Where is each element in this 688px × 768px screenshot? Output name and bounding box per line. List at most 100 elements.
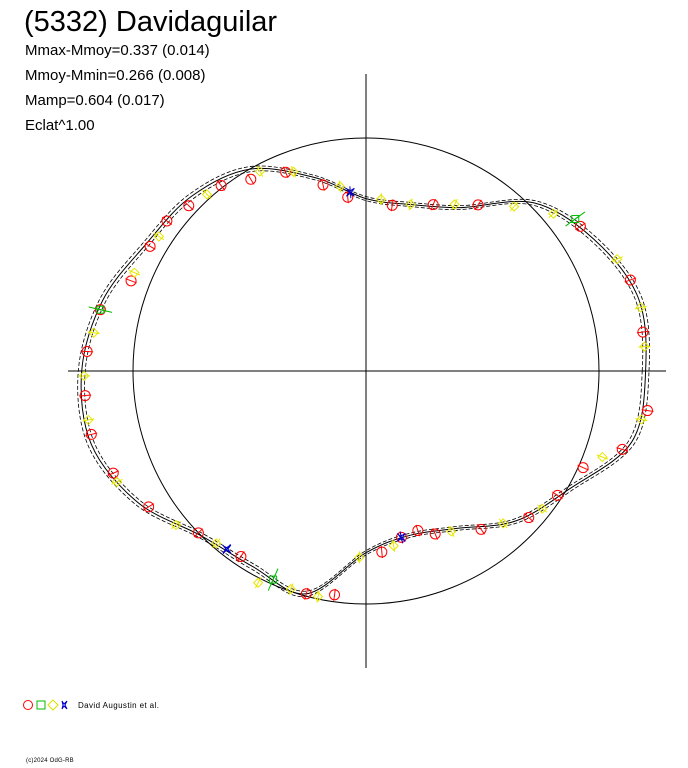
square-marker-vector — [88, 306, 113, 313]
diamond-marker-shape — [639, 341, 650, 352]
diamond-marker — [638, 341, 651, 352]
diamond-marker-shape — [78, 370, 90, 382]
circle-marker — [161, 215, 173, 227]
diamond-marker-shape — [334, 181, 346, 192]
circle-marker — [386, 199, 398, 212]
diamond-marker — [201, 189, 213, 200]
circle-marker-shape — [429, 528, 441, 540]
diamond-marker — [252, 577, 264, 589]
stat-max-minus-mean: Mmax-Mmoy=0.337 (0.014) — [25, 42, 210, 59]
circle-marker — [342, 191, 354, 204]
diamond-marker — [596, 451, 609, 463]
diamond-marker-shape — [446, 526, 457, 537]
marker-error-bar — [346, 191, 349, 204]
marker-error-bar — [474, 199, 482, 211]
stat-brightness-exponent: Eclat^1.00 — [25, 117, 95, 134]
circle-marker-shape — [641, 405, 653, 417]
circle-marker-shape — [386, 199, 398, 211]
diamond-marker-shape — [597, 451, 608, 463]
circle-marker — [245, 173, 257, 185]
marker-error-bar — [577, 464, 589, 471]
marker-error-bar — [477, 524, 485, 535]
square-marker — [88, 305, 113, 314]
circle-marker-shape — [472, 199, 484, 211]
diamond-marker-shape — [129, 267, 140, 278]
square-marker — [565, 211, 586, 227]
circle-marker — [81, 345, 94, 357]
stat-mean-minus-min: Mmoy-Mmin=0.266 (0.008) — [25, 67, 206, 84]
marker-error-bar — [153, 232, 165, 241]
circle-marker-shape — [107, 467, 119, 479]
star-marker-shape — [345, 187, 355, 197]
marker-error-bar — [256, 165, 264, 177]
marker-error-bar — [170, 520, 181, 530]
circle-marker-shape — [300, 588, 312, 600]
diamond-marker-shape — [497, 518, 509, 529]
circle-marker-shape — [376, 546, 388, 558]
circle-marker-shape — [412, 525, 424, 537]
circle-marker — [107, 467, 119, 479]
circle-marker — [574, 220, 586, 232]
diamond-marker-shape — [537, 503, 548, 514]
diamond-marker — [375, 193, 387, 206]
star-marker-shape — [222, 544, 232, 554]
square-marker-vector — [267, 568, 279, 591]
circle-marker-shape — [215, 180, 227, 192]
legend-star-marker — [61, 700, 68, 710]
marker-error-bar — [237, 551, 245, 562]
marker-error-bar — [193, 528, 204, 538]
legend-circle-marker — [23, 700, 33, 710]
diamond-marker-shape — [388, 540, 399, 552]
circle-marker-shape — [427, 199, 439, 211]
circle-marker-shape — [577, 462, 589, 474]
diamond-marker-shape — [636, 414, 647, 425]
diamond-marker-shape — [354, 552, 365, 563]
marker-error-bar — [254, 577, 262, 589]
diamond-marker-shape — [449, 199, 460, 210]
marker-error-bar — [85, 432, 98, 437]
circle-marker — [280, 166, 292, 178]
marker-error-bar — [349, 186, 352, 199]
copyright: (c)2024 OdG-RB — [26, 758, 74, 764]
circle-marker — [376, 546, 388, 559]
marker-error-bar — [247, 173, 255, 185]
diamond-marker-shape — [405, 199, 416, 210]
circle-marker — [329, 588, 341, 601]
diamond-marker — [288, 165, 299, 178]
star-marker-shape — [396, 532, 406, 542]
diamond-marker — [405, 198, 416, 211]
circle-marker-shape — [245, 173, 257, 185]
diamond-marker — [170, 519, 182, 531]
marker-error-bar — [333, 588, 336, 601]
diamond-marker-shape — [548, 208, 559, 219]
diamond-marker — [210, 538, 222, 549]
circle-marker-shape — [552, 489, 564, 501]
lightcurve-upper-bound — [77, 165, 650, 597]
square-marker-shape — [269, 575, 278, 584]
circle-marker — [85, 428, 98, 440]
diamond-marker-shape — [252, 577, 264, 588]
square-marker-shape — [96, 305, 105, 314]
circle-marker — [215, 180, 227, 192]
diamond-marker-shape — [88, 327, 99, 338]
circle-marker-shape — [143, 501, 155, 513]
marker-error-bar — [636, 330, 649, 334]
chart-title: (5332) Davidaguilar — [24, 6, 278, 38]
legend: David Augustin et al. — [22, 698, 159, 712]
circle-marker-shape — [144, 240, 156, 252]
diamond-marker-shape — [83, 414, 94, 426]
lightcurve-lower-bound — [84, 170, 644, 592]
diamond-marker-shape — [210, 538, 222, 549]
circle-marker — [427, 198, 439, 211]
circle-marker — [616, 443, 629, 455]
marker-error-bar — [624, 277, 637, 283]
diamond-marker — [388, 539, 399, 552]
diamond-marker-shape — [153, 231, 165, 242]
circle-marker — [429, 528, 441, 540]
diamond-marker — [285, 583, 297, 595]
diamond-marker — [634, 302, 647, 313]
marker-error-bar — [128, 269, 141, 276]
circle-marker — [317, 178, 329, 191]
marker-error-bar — [380, 546, 383, 559]
